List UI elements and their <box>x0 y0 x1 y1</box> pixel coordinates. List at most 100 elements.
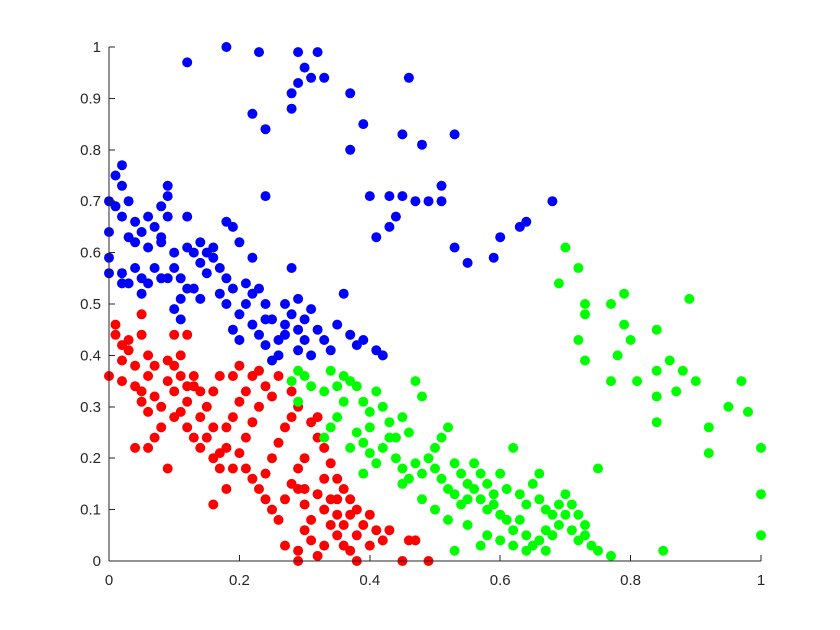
data-point <box>130 360 141 371</box>
data-point <box>247 417 258 428</box>
data-point <box>214 371 225 381</box>
data-point <box>332 319 343 330</box>
data-point <box>423 196 434 207</box>
data-point <box>332 530 343 541</box>
data-point <box>417 139 427 150</box>
data-point <box>201 268 212 279</box>
data-point <box>169 329 180 340</box>
data-point <box>293 545 304 556</box>
data-point <box>756 442 766 453</box>
data-point <box>306 350 317 361</box>
data-point <box>143 211 154 222</box>
data-point <box>658 545 669 556</box>
data-point <box>312 324 323 335</box>
data-point <box>377 442 388 453</box>
data-point <box>521 530 532 541</box>
data-point <box>495 232 506 243</box>
data-point <box>117 211 127 222</box>
y-tick-label: 1 <box>93 39 101 56</box>
data-point <box>325 345 336 356</box>
data-point <box>488 499 499 510</box>
data-point <box>280 422 290 433</box>
data-point <box>130 237 141 248</box>
data-point <box>136 329 147 340</box>
data-point <box>195 412 206 423</box>
data-point <box>332 473 343 484</box>
y-tick-label: 0.6 <box>80 245 101 262</box>
data-point <box>273 350 284 361</box>
data-point <box>306 72 317 83</box>
data-point <box>240 386 251 397</box>
data-point <box>293 293 304 304</box>
data-point <box>358 520 369 530</box>
data-point <box>371 525 382 536</box>
data-point <box>384 221 395 232</box>
data-point <box>247 319 258 330</box>
data-point <box>162 211 173 222</box>
data-point <box>364 448 375 459</box>
data-point <box>149 391 160 402</box>
data-point <box>286 88 297 99</box>
data-point <box>345 144 356 155</box>
data-point <box>286 103 297 114</box>
data-point <box>345 329 356 340</box>
data-point <box>254 283 264 294</box>
data-point <box>293 396 304 407</box>
data-point <box>364 509 375 520</box>
data-point <box>234 309 245 320</box>
data-point <box>443 514 453 525</box>
data-point <box>703 422 714 433</box>
data-point <box>175 293 186 304</box>
data-point <box>149 360 160 371</box>
data-point <box>514 489 525 500</box>
data-point <box>580 355 590 366</box>
data-point <box>553 520 564 530</box>
data-point <box>267 504 277 515</box>
data-point <box>175 273 186 284</box>
data-point <box>117 160 127 171</box>
data-point <box>240 278 251 289</box>
data-point <box>449 458 460 469</box>
data-point <box>254 329 264 340</box>
data-point <box>286 376 297 387</box>
data-point <box>234 335 245 345</box>
data-point <box>306 535 317 546</box>
data-point <box>221 299 232 309</box>
data-point <box>606 550 616 561</box>
data-point <box>423 453 434 464</box>
data-point <box>345 509 356 520</box>
data-point <box>319 335 330 345</box>
data-point <box>156 201 167 212</box>
data-point <box>606 299 616 309</box>
data-point <box>117 180 127 191</box>
data-point <box>156 401 167 412</box>
data-point <box>364 406 375 417</box>
data-point <box>384 525 395 536</box>
data-point <box>162 273 173 284</box>
data-point <box>390 453 401 464</box>
data-point <box>377 535 388 546</box>
data-point <box>410 458 421 469</box>
data-point <box>690 376 701 387</box>
data-point <box>234 360 245 371</box>
data-point <box>188 247 199 258</box>
data-point <box>260 381 271 392</box>
data-point <box>436 432 447 443</box>
data-point <box>332 494 343 505</box>
y-tick-label: 0.7 <box>80 193 101 210</box>
data-point <box>462 520 473 530</box>
data-point <box>325 520 336 530</box>
data-point <box>651 417 662 428</box>
data-point <box>632 376 643 387</box>
data-point <box>214 463 225 474</box>
data-point <box>371 386 382 397</box>
data-point <box>299 371 310 381</box>
data-point <box>664 355 675 366</box>
data-point <box>143 442 154 453</box>
data-point <box>143 278 154 289</box>
data-point <box>593 545 603 556</box>
data-point <box>703 448 714 459</box>
data-point <box>260 340 271 351</box>
data-point <box>573 263 584 273</box>
data-point <box>580 530 590 541</box>
